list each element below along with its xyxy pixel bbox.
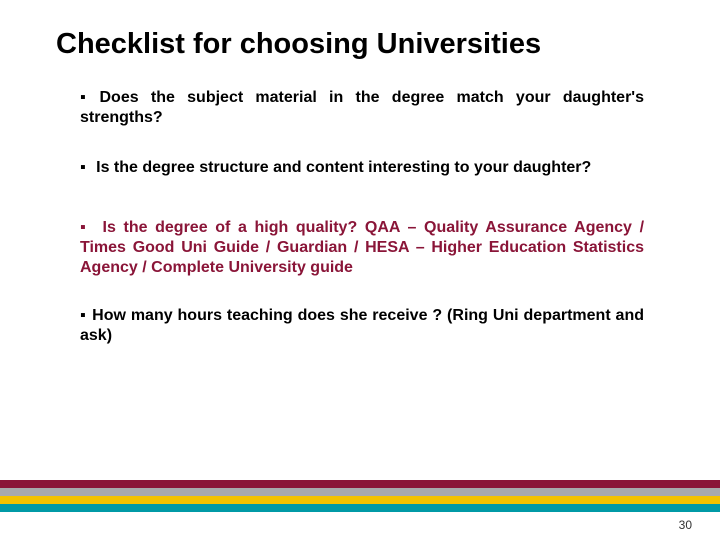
stripe-1 [0, 480, 720, 488]
bullet-item-1: ▪Does the subject material in the degree… [80, 88, 644, 128]
bullet-text: Does the subject material in the degree … [80, 89, 644, 126]
stripe-3 [0, 496, 720, 504]
bullet-item-3: ▪ Is the degree of a high quality? QAA –… [80, 218, 644, 278]
bullet-marker-icon: ▪ [80, 159, 86, 176]
stripe-4 [0, 504, 720, 512]
bullet-text: Is the degree of a high quality? QAA – Q… [80, 219, 644, 276]
bullet-item-4: ▪How many hours teaching does she receiv… [80, 306, 644, 346]
bullet-item-2: ▪ Is the degree structure and content in… [80, 158, 644, 178]
bullet-text: Is the degree structure and content inte… [92, 159, 592, 176]
slide-title: Checklist for choosing Universities [56, 28, 690, 61]
bullet-marker-icon: ▪ [80, 89, 94, 106]
footer-stripes [0, 480, 720, 512]
bullet-marker-icon: ▪ [80, 307, 86, 324]
page-number: 30 [679, 518, 692, 532]
content-area: ▪Does the subject material in the degree… [80, 88, 644, 376]
stripe-2 [0, 488, 720, 496]
bullet-marker-icon: ▪ [80, 219, 89, 236]
bullet-text: How many hours teaching does she receive… [80, 307, 644, 344]
slide: Checklist for choosing Universities ▪Doe… [0, 0, 720, 540]
